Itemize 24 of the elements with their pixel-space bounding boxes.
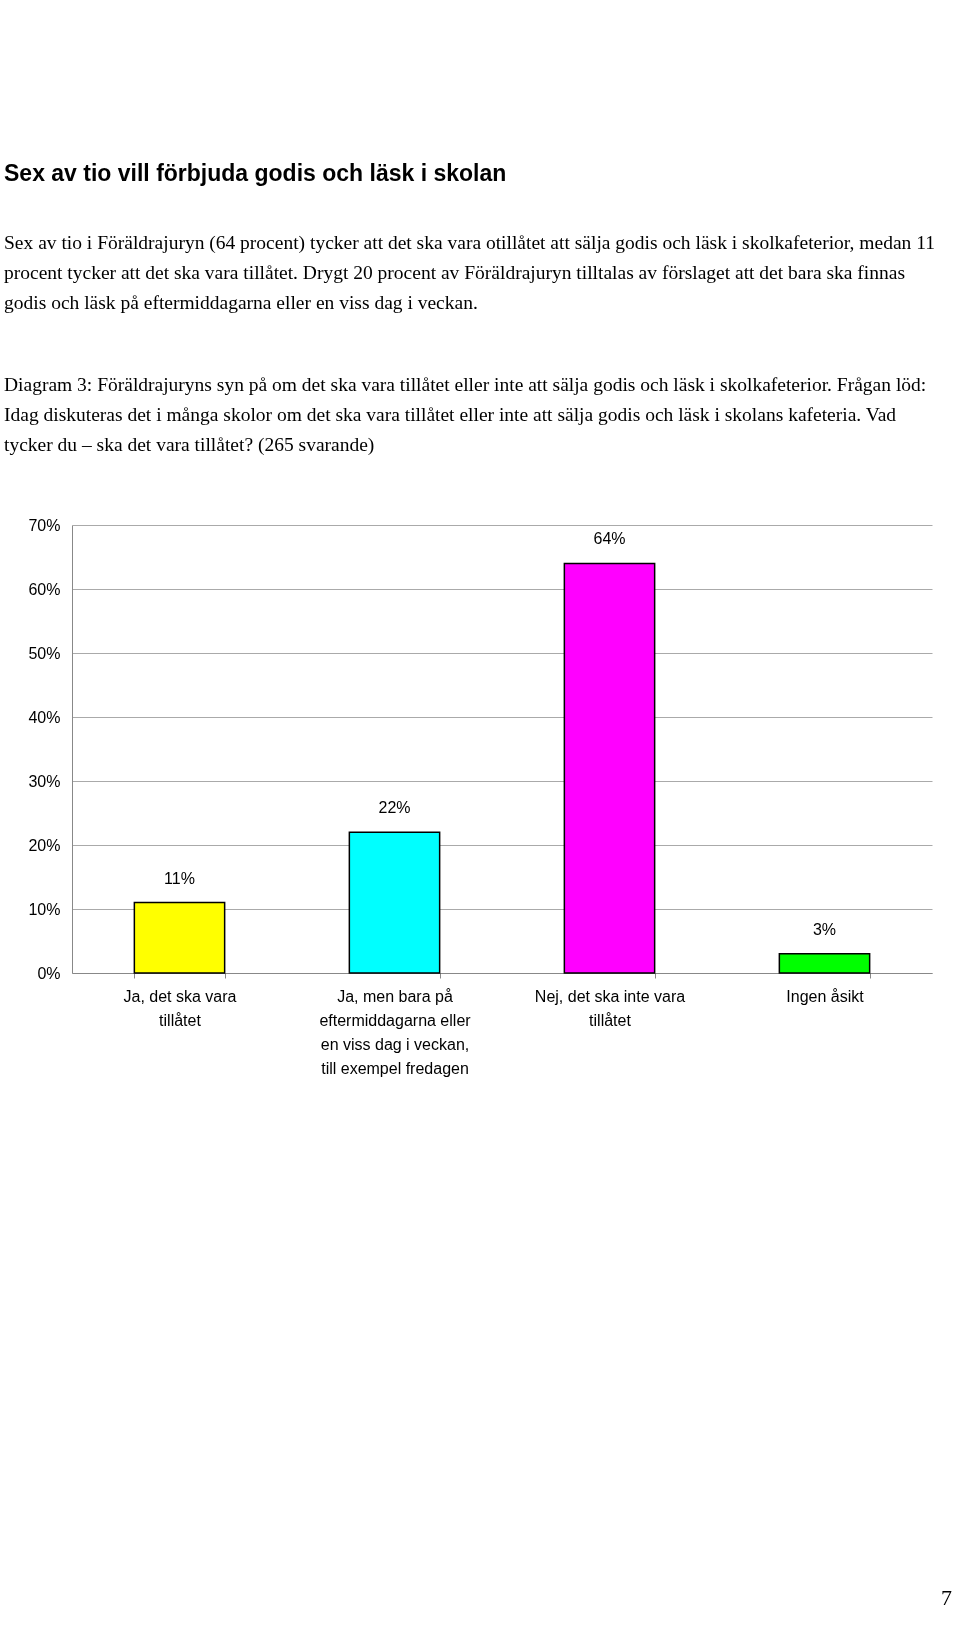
data-label: 22% bbox=[378, 799, 411, 817]
text: 7 bbox=[941, 1585, 952, 1611]
x-tick-label: Ingen åsikt bbox=[786, 987, 865, 1005]
data-label: 11% bbox=[164, 869, 195, 887]
data-label: 64% bbox=[593, 530, 626, 548]
bar bbox=[563, 562, 656, 974]
y-tick-label: 10% bbox=[28, 900, 61, 918]
text: Diagram 3: Föräldrajuryns syn på om det ska vara tillåtet eller inte att sälja godis och läsk i skolkafeterior. Frågan löd: Idag diskuteras det i många skolor om det ska vara tillåtet eller inte att sälja godis och läsk i skolans kafeteria. Vad tycker du – ska det vara tillåtet? (265 svarande) bbox=[4, 373, 928, 457]
y-tick-label: 60% bbox=[28, 580, 61, 598]
data-label: 3% bbox=[812, 920, 837, 938]
x-tick-label: Ja, men bara på eftermiddagarna eller en viss dag i veckan, till exempel fredagen bbox=[319, 987, 472, 1077]
x-tick-label: Ja, det ska vara tillåtet bbox=[123, 987, 237, 1029]
bar bbox=[778, 953, 871, 974]
y-tick-label: 30% bbox=[28, 772, 61, 790]
y-tick-label: 0% bbox=[37, 964, 61, 982]
chart-title: Sex av tio vill förbjuda godis och läsk i skolan bbox=[4, 160, 507, 187]
bar bbox=[348, 831, 441, 974]
bar bbox=[133, 901, 226, 974]
y-tick-label: 50% bbox=[28, 644, 61, 662]
y-tick-label: 40% bbox=[28, 708, 61, 726]
x-tick-label: Nej, det ska inte vara tillåtet bbox=[534, 987, 686, 1029]
y-tick-label: 20% bbox=[28, 836, 61, 854]
y-tick-label: 70% bbox=[28, 516, 61, 534]
chart-subtitle: Sex av tio i Föräldrajuryn (64 procent) tycker att det ska vara otillåtet att sälja godis och läsk i skolkafeterior, medan 11 procent tycker att det ska vara tillåtet. Drygt 20 procent av Föräldrajuryn tilltalas av förslaget att det bara ska finnas godis och läsk på eftermiddagarna eller en viss dag i veckan. bbox=[4, 231, 936, 315]
